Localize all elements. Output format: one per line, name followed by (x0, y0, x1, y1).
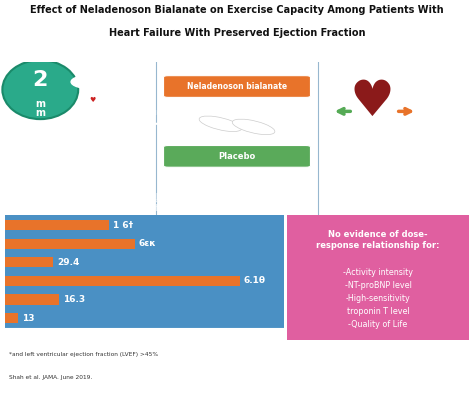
Text: Shah et al. JAMA. June 2019.: Shah et al. JAMA. June 2019. (9, 375, 92, 380)
Title: MEAN ABSOLUTE CHANGE FROM BASELINE IN 6-MINUTE
WALK TEST DISTANCE: MEAN ABSOLUTE CHANGE FROM BASELINE IN 6-… (24, 193, 265, 213)
Text: m
m: m m (35, 99, 46, 118)
Bar (5, 295, 59, 304)
Text: 6εκ: 6εκ (139, 239, 157, 248)
Text: 29.4: 29.4 (57, 258, 80, 267)
FancyBboxPatch shape (164, 146, 310, 167)
Text: Effect of Neladenoson Bialanate on Exercise Capacity Among Patients With: Effect of Neladenoson Bialanate on Exerc… (30, 6, 444, 16)
Text: Neladenoson bialanate: Neladenoson bialanate (187, 82, 287, 91)
Polygon shape (66, 90, 118, 117)
Text: 2: 2 (33, 70, 48, 90)
Text: Follow Up: Follow Up (263, 110, 297, 116)
Text: Neladenoson did not
improve exercise capacity
in patients with HFpEF
over 20 wee: Neladenoson did not improve exercise cap… (336, 135, 460, 181)
Text: No evidence of dose-
response relationship for:: No evidence of dose- response relationsh… (316, 230, 440, 250)
Ellipse shape (199, 116, 242, 131)
Text: Placebo: Placebo (219, 152, 255, 161)
Text: ♥: ♥ (89, 97, 96, 103)
Text: Randomization: Randomization (140, 110, 192, 116)
Ellipse shape (232, 119, 275, 135)
Text: 13: 13 (22, 314, 34, 323)
Bar (5, 257, 54, 267)
Text: -Activity intensity
-NT-proBNP level
-High-sensitivity
troponin T level
-Quality: -Activity intensity -NT-proBNP level -Hi… (343, 267, 413, 330)
Bar (5, 220, 109, 230)
Circle shape (71, 75, 114, 89)
Text: 16.3: 16.3 (64, 295, 85, 304)
Text: *and left ventricular ejection fraction (LVEF) >45%: *and left ventricular ejection fraction … (9, 352, 158, 357)
Text: No statistically significant dose-response
relationship (p>0.05): No statistically significant dose-respon… (55, 365, 234, 385)
Bar (5, 239, 135, 249)
Text: 6.1θ: 6.1θ (244, 277, 265, 285)
Text: STUDY POPULATION: STUDY POPULATION (27, 47, 129, 56)
Text: 1 6†: 1 6† (113, 220, 133, 230)
Ellipse shape (2, 60, 78, 119)
Bar (5, 276, 240, 286)
Text: 305 patients with heart
failure with preserved
ejection fraction (HFpEF)*: 305 patients with heart failure with pre… (29, 166, 128, 200)
Text: © 2 Minute Medicine, Inc.
www.2minutemedicine.com: © 2 Minute Medicine, Inc. www.2minutemed… (120, 199, 193, 211)
Bar (5, 313, 18, 323)
FancyBboxPatch shape (164, 76, 310, 98)
Text: OUTCOME: OUTCOME (370, 47, 421, 56)
Text: INTERVENTION: INTERVENTION (199, 47, 275, 56)
Text: Heart Failure With Preserved Ejection Fraction: Heart Failure With Preserved Ejection Fr… (109, 28, 365, 39)
FancyBboxPatch shape (285, 213, 471, 343)
Text: ♥: ♥ (350, 78, 394, 126)
